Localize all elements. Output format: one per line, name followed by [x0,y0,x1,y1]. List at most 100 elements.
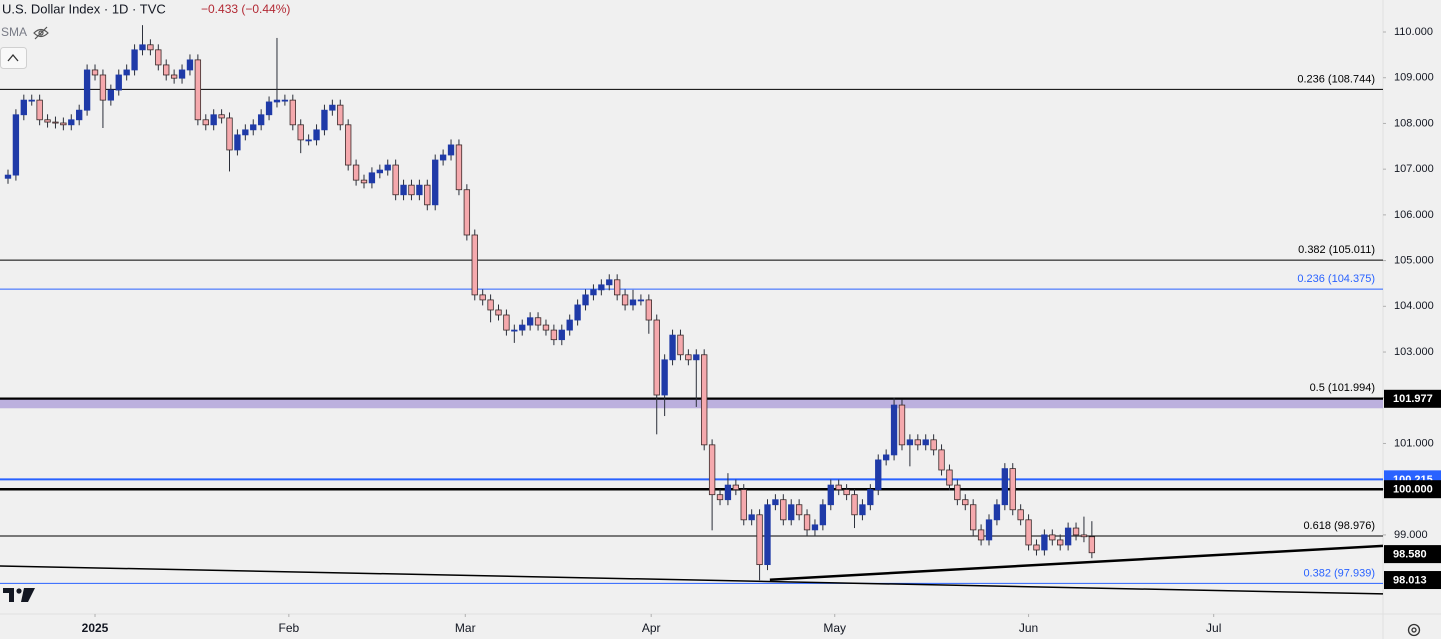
candle-body [708,444,716,496]
candle-body [321,109,328,131]
candle-body [305,139,312,142]
x-tick-label: Jun [1019,621,1038,635]
settings-icon[interactable] [1407,623,1421,637]
candle-body [890,404,898,456]
candle-body [416,184,423,196]
price-label-box [1384,571,1441,590]
candle-body [875,459,882,491]
candle-body [1041,534,1048,551]
candle-body [345,124,352,166]
candle-body [210,114,217,126]
y-tick-label: 105.000 [1394,255,1434,267]
candle-body [653,319,660,396]
eye-hidden-icon[interactable] [33,26,49,40]
candle-body [685,354,692,361]
x-tick-label: Jul [1206,621,1221,635]
candle-body [526,317,534,326]
candle-body [788,504,795,521]
candle-body [115,74,122,91]
candle-body [851,494,858,516]
y-tick-label: 108.000 [1394,117,1434,129]
candle-body [811,524,819,531]
candle-body [590,289,597,296]
trendline [769,544,1384,581]
level-label: 0.236 (104.375) [1297,273,1375,285]
y-tick-label: 104.000 [1394,300,1434,312]
candle-body [574,304,581,321]
candle-body [898,404,906,446]
candle-body [566,319,573,331]
candle-body [20,99,27,116]
candle-body [392,164,399,196]
level-label: 0.5 (101.994) [1310,382,1375,394]
candle-body [1033,544,1040,551]
candle-body [882,454,890,461]
candle-body [76,109,83,121]
candle-body [163,64,170,76]
candle-body [455,144,463,191]
candle-body [558,329,565,341]
candle-body [471,234,478,296]
level-label: 0.618 (98.976) [1303,520,1375,532]
candle-body [906,439,914,446]
candle-body [724,484,732,501]
x-tick-label: May [823,621,846,635]
price-label: 100.000 [1393,484,1433,496]
candle-body [447,144,455,156]
price-label: 98.013 [1393,574,1427,586]
candle-body [400,184,407,196]
candle-body [194,59,202,121]
candle-body [914,439,921,446]
candle-body [242,129,249,136]
candle-body [376,169,383,174]
candle-body [867,489,874,506]
candle-body [202,119,209,126]
candle-body [922,439,929,446]
candle-body [859,504,866,516]
x-tick-label: Mar [455,621,476,635]
candle-body [432,159,439,206]
candle-body [962,499,969,506]
candle-body [621,294,629,306]
candle-body [131,49,138,71]
collapse-button[interactable] [0,47,27,69]
candle-body [495,309,502,316]
candle-body [424,184,431,206]
candle-body [147,44,154,51]
candle-body [748,514,755,521]
candle-body [4,174,12,179]
y-tick-label: 103.000 [1394,346,1434,358]
y-tick-label: 109.000 [1394,72,1434,84]
level-label: 0.236 (108.744) [1297,73,1375,85]
candle-body [1088,536,1096,554]
candle-body [68,119,75,126]
candle-body [99,74,107,101]
price-label: 98.580 [1393,549,1427,561]
candle-body [60,122,67,126]
candle-body [234,134,241,151]
candle-body [439,154,447,161]
candle-body [629,299,637,306]
candle-body [28,99,35,102]
candle-body [645,299,652,321]
candle-body [487,299,494,311]
candle-body [226,117,233,151]
candle-body [1049,534,1056,541]
candle-body [1001,468,1009,506]
candle-body [503,314,510,331]
zone [0,398,1383,409]
candle-body [542,324,550,331]
price-label: 101.977 [1393,393,1433,405]
candle-body [281,99,289,102]
candle-body [661,359,668,396]
candle-body [297,124,304,141]
candle-body [337,104,344,126]
x-tick-label: 2025 [82,621,109,635]
candle-body [677,334,684,356]
candle-body [938,449,945,471]
candle-body [139,44,146,51]
candle-body [384,164,391,171]
candle-body [946,469,953,486]
